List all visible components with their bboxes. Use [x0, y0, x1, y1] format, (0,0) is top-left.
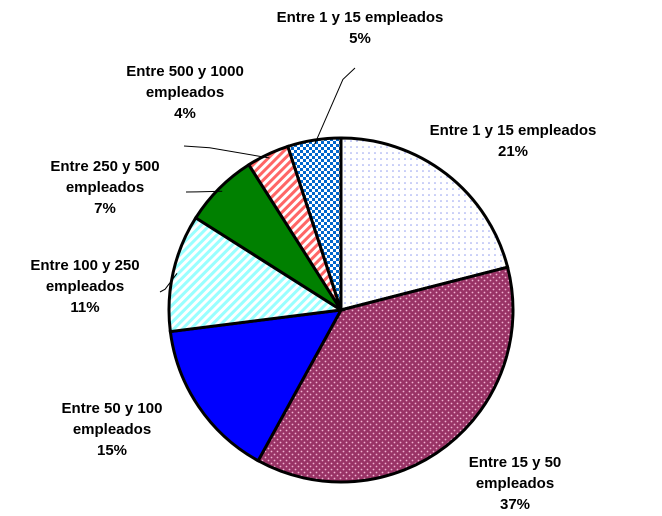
category-label: Entre 250 y 500 empleados	[50, 158, 160, 196]
slice-label: Entre 250 y 500 empleados 7%	[30, 156, 180, 219]
value-label: 15%	[96, 442, 128, 459]
category-label: Entre 500 y 1000 empleados	[126, 63, 244, 101]
value-label: 11%	[70, 299, 100, 316]
value-label: 7%	[94, 200, 116, 217]
slice-label: Entre 1 y 15 empleados 21%	[413, 120, 613, 162]
pie-slice	[285, 136, 343, 311]
slice-label: Entre 1 y 15 empleados 5%	[245, 7, 475, 49]
slice-label: Entre 15 y 50 empleados 37%	[450, 452, 580, 515]
value-label: 21%	[497, 143, 529, 160]
leader-line	[183, 145, 270, 159]
category-label: Entre 100 y 250 empleados	[30, 257, 140, 295]
category-label: Entre 1 y 15 empleados	[276, 9, 444, 26]
category-label: Entre 15 y 50 empleados	[468, 454, 562, 492]
slice-label: Entre 50 y 100 empleados 15%	[37, 398, 187, 461]
value-label: 4%	[174, 105, 196, 122]
pie-slice	[168, 308, 344, 463]
category-label: Entre 1 y 15 empleados	[429, 122, 597, 139]
leader-line	[185, 190, 223, 193]
category-label: Entre 50 y 100 empleados	[61, 400, 163, 438]
slice-label: Entre 100 y 250 empleados 11%	[10, 255, 160, 318]
pie-slice	[167, 215, 346, 334]
value-label: 37%	[499, 496, 531, 513]
pie-slice	[339, 136, 510, 312]
slice-label: Entre 500 y 1000 empleados 4%	[110, 61, 260, 124]
value-label: 5%	[349, 30, 371, 47]
leader-line	[314, 67, 356, 145]
leader-line	[159, 273, 178, 293]
pie-slice	[256, 265, 515, 484]
